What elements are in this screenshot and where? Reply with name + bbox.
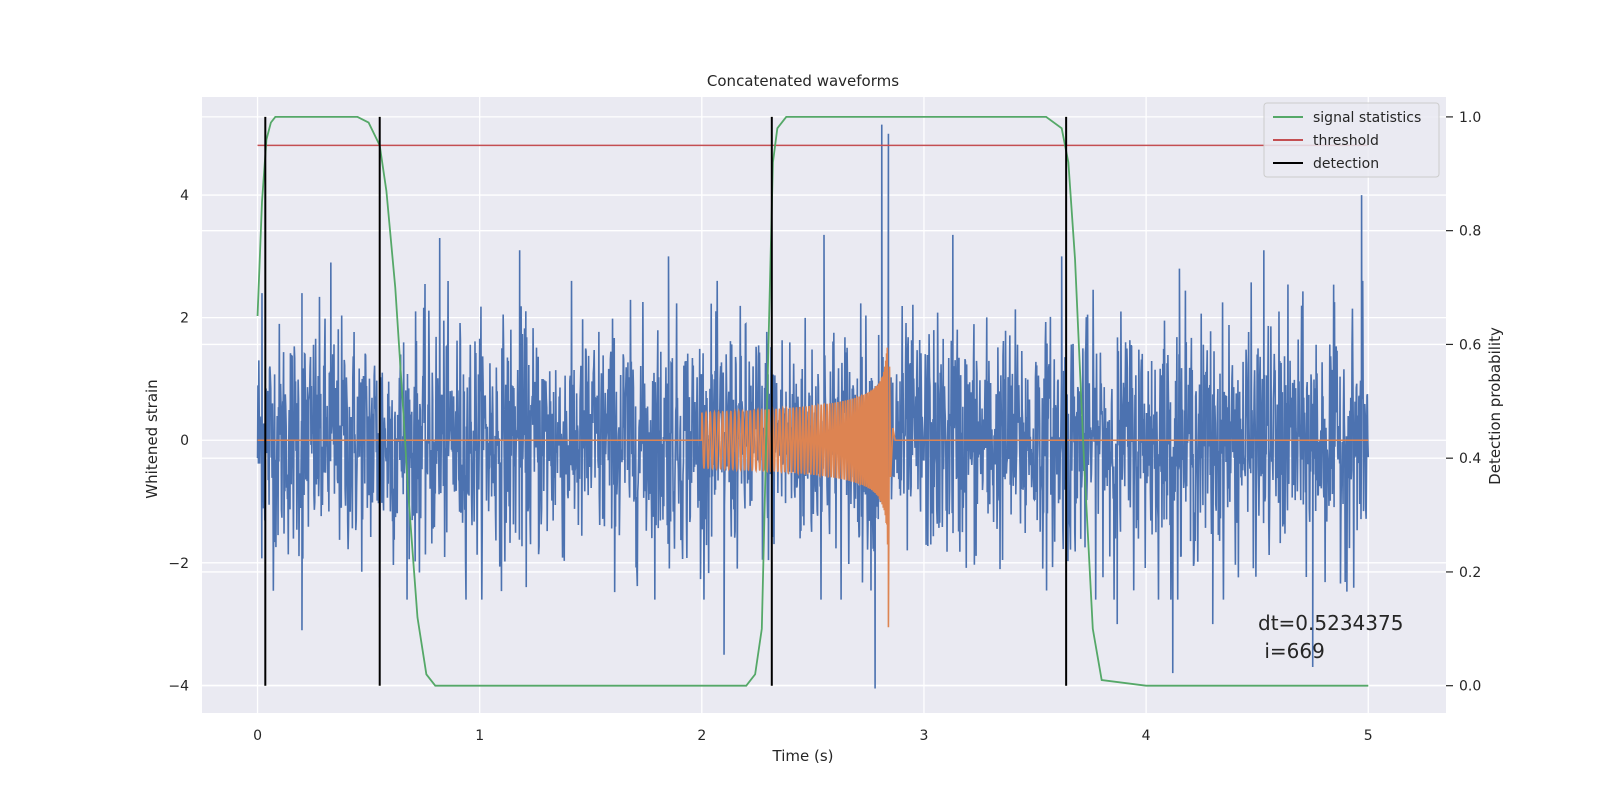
x-tick-label: 4 [1142, 728, 1151, 744]
annotation-i: i=669 [1258, 639, 1325, 663]
ticks: 0 1 2 3 4 5 −4 −2 0 2 4 0.0 0.2 0.4 0.6 0.8 1.0 [168, 110, 1481, 744]
x-tick-label: 3 [920, 728, 929, 744]
x-tick-label: 0 [253, 728, 262, 744]
y-tick-label: 0 [180, 433, 189, 449]
legend-label: threshold [1313, 133, 1379, 149]
y-right-tick-label: 0.4 [1459, 451, 1481, 467]
template-series [257, 347, 1369, 628]
y-right-tick-label: 0.2 [1459, 565, 1481, 581]
y-right-tick-label: 0.8 [1459, 224, 1481, 240]
y-tick-label: −4 [168, 678, 189, 694]
y-tick-label: −2 [168, 556, 189, 572]
y-right-tick-label: 1.0 [1459, 110, 1481, 126]
signal-statistics-line [256, 116, 1369, 687]
chart-title: Concatenated waveforms [707, 72, 899, 90]
y-tick-label: 2 [180, 311, 189, 327]
annotation-dt: dt=0.5234375 [1258, 611, 1403, 635]
legend-label: signal statistics [1313, 110, 1421, 126]
x-axis-label: Time (s) [772, 747, 834, 765]
y-right-tick-label: 0.0 [1459, 679, 1481, 695]
y-tick-label: 4 [180, 188, 189, 204]
legend-box [1263, 102, 1440, 178]
x-tick-label: 1 [475, 728, 484, 744]
x-tick-label: 5 [1364, 728, 1373, 744]
y-axis-label: Whitened strain [143, 379, 161, 498]
y-right-tick-label: 0.6 [1459, 337, 1481, 353]
x-tick-label: 2 [697, 728, 706, 744]
legend: signal statistics threshold detection [1263, 102, 1440, 178]
y-right-axis-label: Detection probability [1486, 327, 1504, 485]
legend-label: detection [1313, 156, 1379, 172]
series-layer [256, 116, 1370, 689]
